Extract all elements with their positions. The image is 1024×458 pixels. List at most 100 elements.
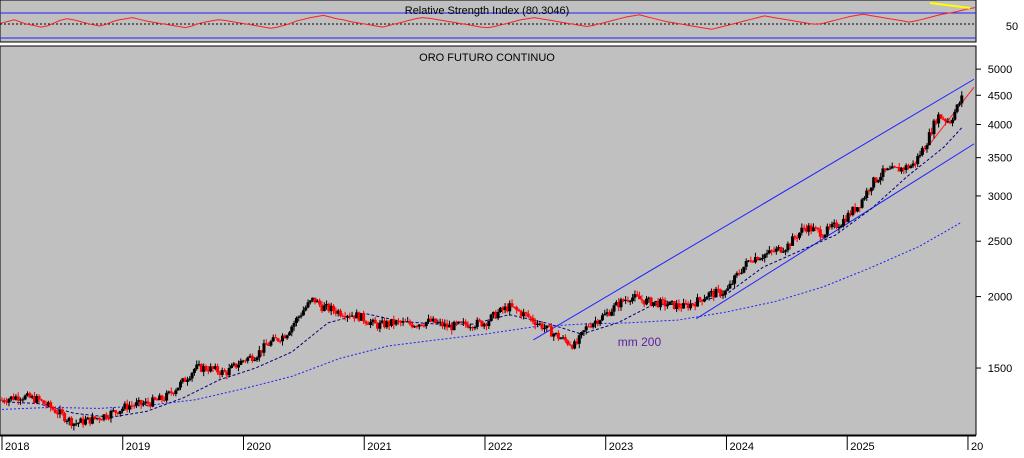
- price-bar-body: [675, 303, 679, 309]
- price-bar-body: [123, 403, 127, 409]
- price-bar-body: [860, 199, 864, 208]
- price-bar-body: [923, 147, 927, 150]
- price-bar-body: [644, 298, 648, 305]
- price-bar-body: [148, 403, 152, 407]
- price-bar-body: [600, 315, 604, 321]
- rsi-tick-label: 50: [1006, 21, 1018, 33]
- price-bar-body: [19, 399, 23, 401]
- price-bar-body: [239, 360, 243, 365]
- price-bar-body: [322, 305, 326, 312]
- price-bar-body: [369, 321, 373, 325]
- price-bar-body: [197, 364, 201, 366]
- price-bar-body: [670, 301, 674, 303]
- price-bar-body: [348, 315, 352, 317]
- price-bar-body: [406, 321, 410, 323]
- price-bar-body: [209, 366, 213, 372]
- price-bar-body: [626, 299, 630, 302]
- price-bar-body: [849, 212, 853, 216]
- price-bar-body: [823, 234, 827, 238]
- price-bar-body: [190, 372, 194, 379]
- price-bar-body: [230, 365, 234, 369]
- price-bar-body: [839, 225, 843, 228]
- price-bar-body: [44, 403, 48, 406]
- price-bar-body: [656, 300, 660, 308]
- price-bar-body: [809, 225, 813, 232]
- x-tick-label: 2019: [126, 441, 150, 453]
- price-bar-body: [130, 405, 134, 407]
- price-bar-body: [777, 247, 781, 249]
- price-bar-body: [559, 338, 563, 340]
- price-bar-body: [81, 418, 85, 425]
- price-bar-body: [325, 303, 329, 306]
- rsi-line: [0, 7, 976, 30]
- price-bar-body: [216, 366, 220, 373]
- price-bar-body: [355, 312, 359, 319]
- price-bar-body: [925, 145, 929, 150]
- price-bar-body: [825, 226, 829, 235]
- price-bar-body: [144, 401, 148, 404]
- price-bar-body: [519, 311, 523, 317]
- price-bar-body: [719, 289, 723, 296]
- price-bar-body: [227, 368, 231, 376]
- price-bar-body: [262, 343, 266, 353]
- price-bar-body: [480, 320, 484, 327]
- mm200-moving-average: [1, 221, 963, 410]
- price-bar-body: [104, 414, 108, 419]
- mm200-line: [1, 221, 963, 410]
- price-bar-body: [835, 222, 839, 228]
- price-bar-body: [872, 177, 876, 188]
- price-bar-body: [422, 325, 426, 327]
- price-bar-body: [554, 332, 558, 334]
- price-bar-body: [246, 357, 250, 361]
- price-bar-body: [132, 405, 136, 407]
- price-bar-body: [172, 393, 176, 395]
- price-bar-body: [814, 227, 818, 229]
- price-bar-body: [893, 166, 897, 168]
- price-bar-body: [420, 324, 424, 326]
- price-bar-body: [855, 207, 859, 212]
- price-bar-body: [220, 370, 224, 375]
- price-bar-body: [199, 364, 203, 372]
- price-bar-body: [345, 315, 349, 318]
- price-bar-body: [359, 313, 363, 321]
- price-bar-body: [749, 260, 753, 262]
- price-bar-body: [580, 332, 584, 336]
- price-bar-body: [306, 302, 310, 308]
- price-bar-body: [297, 316, 301, 318]
- price-bar-body: [545, 325, 549, 329]
- price-bar-body: [380, 320, 384, 323]
- price-bar-body: [336, 310, 340, 314]
- price-bar-body: [37, 396, 41, 400]
- price-bar-body: [158, 395, 162, 401]
- price-bar-body: [318, 300, 322, 305]
- price-bar-body: [206, 370, 210, 372]
- price-bar-body: [607, 312, 611, 316]
- price-bar-body: [466, 324, 470, 328]
- price-bar-body: [141, 403, 145, 405]
- price-bar-body: [185, 380, 189, 382]
- price-bar-body: [603, 313, 607, 316]
- price-bar-body: [427, 318, 431, 322]
- price-bar-body: [695, 297, 699, 307]
- price-bar-body: [28, 393, 32, 398]
- price-bar-body: [334, 310, 338, 314]
- price-bar-body: [953, 111, 957, 120]
- price-bar-body: [72, 423, 76, 426]
- price-bar-body: [436, 322, 440, 324]
- price-bar-body: [909, 165, 913, 169]
- price-bar-body: [74, 423, 78, 425]
- price-bar-body: [946, 121, 950, 123]
- price-bar-body: [883, 168, 887, 171]
- price-bar-body: [376, 323, 380, 329]
- price-bar-body: [807, 225, 811, 232]
- price-bar-body: [784, 250, 788, 252]
- price-bar-body: [14, 396, 18, 400]
- price-bar-body: [128, 405, 132, 410]
- price-bar-body: [951, 119, 955, 124]
- price-bar-body: [869, 187, 873, 192]
- price-bar-body: [253, 359, 257, 361]
- price-bar-body: [327, 303, 331, 312]
- price-bar-body: [114, 410, 118, 413]
- x-tick-label: 2025: [850, 441, 874, 453]
- price-bar-body: [301, 310, 305, 316]
